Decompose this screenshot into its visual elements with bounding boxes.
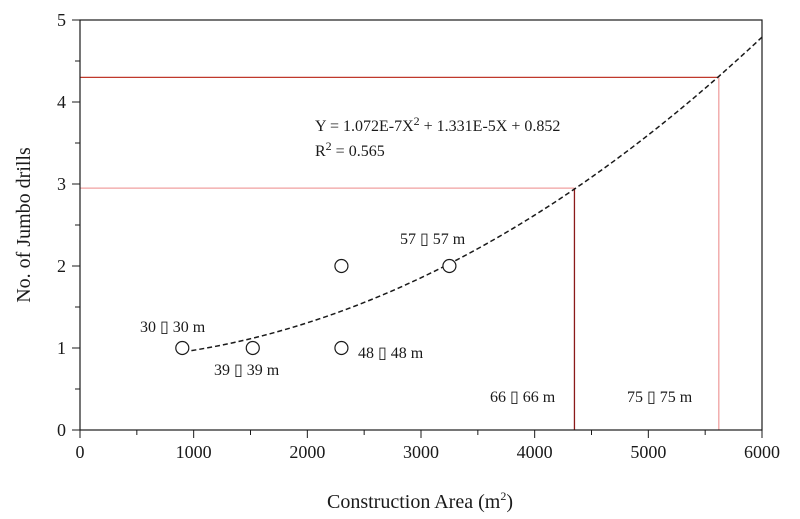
- reference-marker-label: 66 ▯ 66 m: [490, 389, 556, 406]
- annotations: 30 ▯ 30 m 39 ▯ 39 m 48 ▯ 48 m 57 ▯ 57 m 66 ▯…: [140, 231, 693, 406]
- data-point: [334, 258, 349, 274]
- point-label: 48 ▯ 48 m: [358, 345, 424, 362]
- plot-frame: [79, 19, 763, 431]
- y-tick-label: 0: [57, 420, 66, 440]
- data-point: [175, 340, 190, 356]
- y-tick-label: 4: [57, 92, 66, 112]
- data-point: [334, 340, 349, 356]
- x-axis-title: Construction Area (m2): [327, 489, 513, 513]
- y-tick-label: 5: [57, 10, 66, 30]
- x-tick-label: 6000: [744, 442, 780, 462]
- data-points: [175, 258, 457, 356]
- axes: [79, 19, 763, 431]
- x-tick-label: 1000: [176, 442, 212, 462]
- data-point: [245, 340, 260, 356]
- y-axis-title: No. of Jumbo drills: [13, 147, 35, 303]
- point-label: 39 ▯ 39 m: [214, 362, 280, 379]
- y-tick-label: 2: [57, 256, 66, 276]
- x-tick-label: 4000: [517, 442, 553, 462]
- fit-curve: [191, 36, 763, 352]
- x-tick-label: 3000: [403, 442, 439, 462]
- data-point: [442, 258, 457, 274]
- y-tick-label: 1: [57, 338, 66, 358]
- r-squared-text: R2 = 0.565: [315, 139, 385, 160]
- x-tick-label: 0: [76, 442, 85, 462]
- reference-marker-label: 75 ▯ 75 m: [627, 389, 693, 406]
- fit-curve-group: [191, 36, 763, 352]
- point-label: 30 ▯ 30 m: [140, 319, 206, 336]
- equation-text: Y = 1.072E-7X2 + 1.331E-5X + 0.852: [315, 114, 560, 135]
- point-label: 57 ▯ 57 m: [400, 231, 466, 248]
- y-tick-label: 3: [57, 174, 66, 194]
- x-tick-label: 5000: [630, 442, 666, 462]
- reference-lines: [80, 76, 720, 430]
- x-tick-label: 2000: [289, 442, 325, 462]
- ticks: 0 1000 2000 3000 4000 5000 6000 0 1 2 3 4 5: [57, 10, 780, 462]
